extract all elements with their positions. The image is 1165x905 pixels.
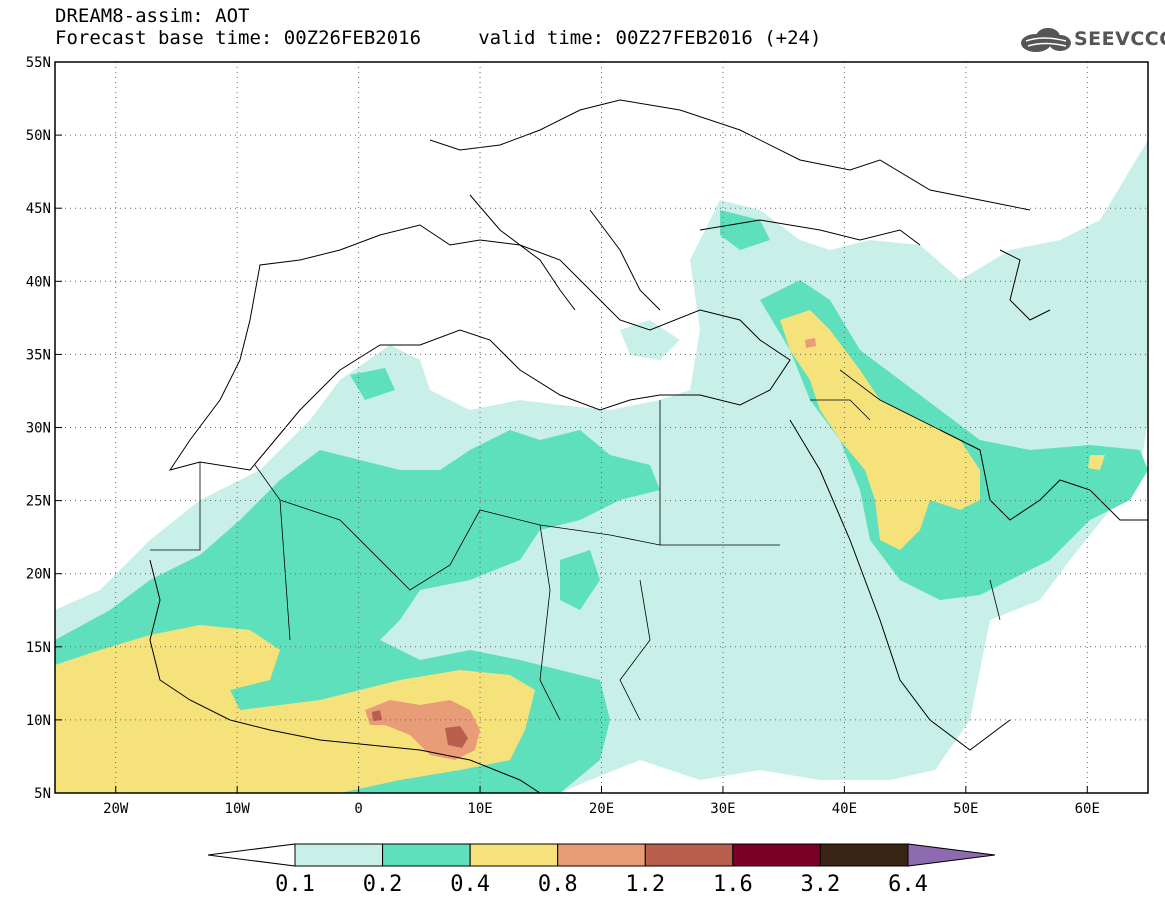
colorbar-box bbox=[382, 843, 471, 867]
borders bbox=[150, 369, 1001, 721]
grid-lines bbox=[55, 62, 1148, 793]
colorbar-box bbox=[644, 843, 734, 867]
axis-ticks: 20W 10W 0 10E 20E 30E 40E 50E 60E 55N 50N 45N 40N 35N… bbox=[26, 55, 1100, 817]
colorbar-label: 0.2 bbox=[362, 872, 403, 897]
lat-tick-label: 35N bbox=[26, 347, 51, 363]
forecast-time: Forecast base time: 00Z26FEB2016 valid t… bbox=[55, 27, 822, 49]
colorbar-label: 1.2 bbox=[625, 872, 666, 897]
colorbar-box bbox=[469, 843, 559, 867]
colorbar-label: 0.1 bbox=[275, 872, 315, 897]
lon-tick-label: 30E bbox=[710, 801, 735, 817]
colorbar-label: 6.4 bbox=[888, 872, 928, 897]
lat-tick-label: 20N bbox=[26, 567, 51, 583]
colorbar bbox=[207, 843, 996, 867]
lat-tick-label: 15N bbox=[26, 640, 51, 656]
map-title: DREAM8-assim: AOT bbox=[55, 5, 250, 27]
lon-tick-label: 10E bbox=[467, 801, 492, 817]
lat-tick-label: 30N bbox=[26, 421, 51, 437]
aot-contour-0.4 bbox=[55, 310, 1105, 793]
lon-tick-label: 0 bbox=[354, 801, 362, 817]
lat-tick-label: 55N bbox=[26, 55, 51, 71]
lat-tick-label: 10N bbox=[26, 713, 51, 729]
colorbar-box bbox=[732, 843, 821, 867]
colorbar-label: 1.6 bbox=[712, 872, 753, 897]
cloud-icon bbox=[1021, 28, 1071, 52]
colorbar-label: 0.4 bbox=[450, 872, 491, 897]
colorbar-box bbox=[294, 843, 384, 867]
lat-tick-label: 5N bbox=[34, 786, 51, 802]
lat-tick-label: 25N bbox=[26, 494, 51, 510]
coastlines bbox=[149, 99, 1148, 793]
lat-tick-label: 50N bbox=[26, 128, 51, 144]
colorbar-label: 0.8 bbox=[537, 872, 578, 897]
colorbar-box bbox=[557, 843, 646, 867]
lon-tick-label: 50E bbox=[953, 801, 978, 817]
colorbar-high-arrow bbox=[907, 843, 996, 867]
aot-fields bbox=[55, 140, 1148, 793]
lon-tick-label: 10W bbox=[225, 801, 251, 817]
aot-contour-1.2 bbox=[372, 710, 468, 748]
lat-tick-label: 40N bbox=[26, 274, 51, 290]
colorbar-low-arrow bbox=[207, 843, 296, 867]
logo-text: SEEVCCC bbox=[1074, 28, 1165, 50]
lon-tick-label: 20E bbox=[589, 801, 614, 817]
lon-tick-label: 20W bbox=[103, 801, 129, 817]
lon-tick-label: 40E bbox=[832, 801, 857, 817]
lon-tick-label: 60E bbox=[1075, 801, 1100, 817]
lat-tick-label: 45N bbox=[26, 201, 51, 217]
colorbar-label: 3.2 bbox=[800, 872, 841, 897]
colorbar-box bbox=[819, 843, 909, 867]
